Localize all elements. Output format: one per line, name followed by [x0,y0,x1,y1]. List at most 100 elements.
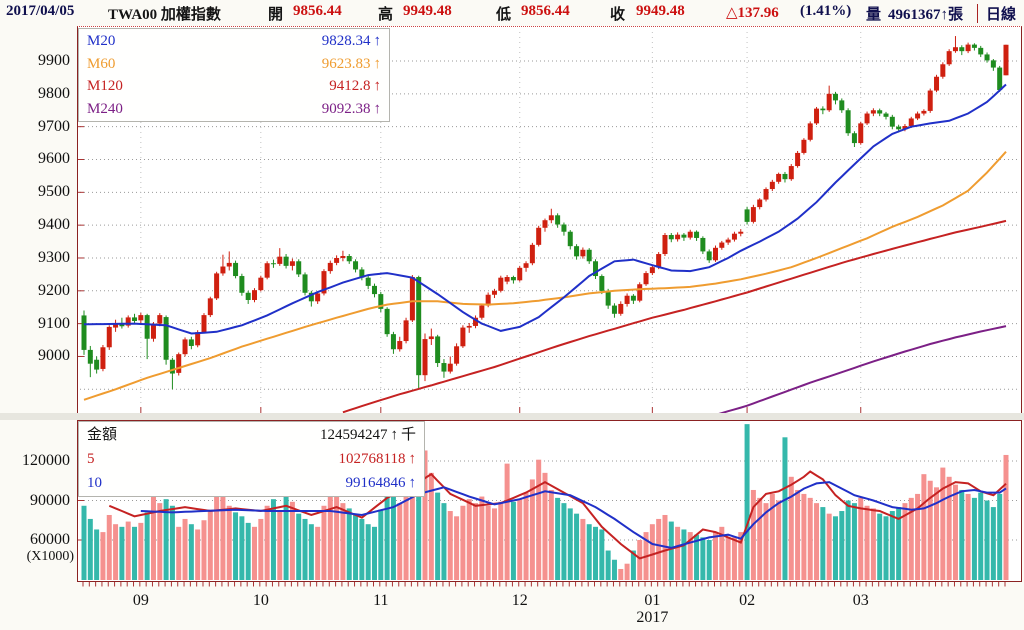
volume-bar [896,507,902,580]
candle-body [542,220,548,228]
volume-bar [498,501,504,580]
candle-body [1003,44,1009,76]
candle-body [965,44,971,52]
volume-bar [517,499,523,580]
candle-body [548,215,554,221]
volume-unit-label: (X1000) [26,549,74,564]
header-divider [977,4,978,23]
volume-label: 量 [866,7,882,23]
candle-body [832,93,838,101]
volume-bar [656,518,662,580]
volume-bar [611,559,617,580]
candle-body [694,231,700,238]
volume-bar [757,497,763,580]
volume-y-tick-label: 90000 [30,491,70,509]
ma-legend-row: M120 9412.8 ↑ [87,78,381,95]
candle-body [782,173,788,180]
candle-body [150,323,156,339]
candle-body [460,327,466,347]
volume-bar [378,509,384,580]
date-tick-row [82,582,1006,587]
volume-bar [422,450,428,580]
candle-body [504,277,510,282]
ma20-label: M20 [87,33,116,49]
pane-separator[interactable] [0,413,1024,420]
change-value: △137.96 [726,5,779,21]
volume-bar [403,496,409,580]
volume-bar [548,489,554,580]
change-percent: (1.41%) [800,3,852,19]
volume-bar [934,487,940,580]
volume-bar [618,568,624,580]
volume-bar [195,529,201,580]
volume-bar [334,496,340,580]
x-axis-month-label: 01 [644,592,661,609]
candle-body [788,166,794,180]
volume-bar [289,501,295,580]
price-y-tick-label: 9300 [38,248,70,266]
volume-bar [138,522,144,580]
volume-bar [384,492,390,580]
low-label: 低 [496,7,512,23]
candle-body [454,346,460,364]
candle-body [536,227,542,245]
candle-body [605,290,611,306]
candle-body [814,108,820,124]
up-arrow-icon: ↑ [373,78,382,94]
volume-bar [226,505,232,580]
candle-body [207,298,213,316]
volume-bar [959,489,965,580]
volume-chart-svg [78,424,1019,580]
candle-body [233,262,239,277]
price-y-tick-label: 9800 [38,84,70,102]
volume-bar [826,513,832,580]
candle-body [877,110,883,114]
volume-bar [169,505,175,580]
candle-body [883,113,889,117]
volume-bar [340,503,346,580]
volume-bar [946,476,952,580]
candle-body [990,60,996,68]
volume-bar [536,459,542,580]
volume-bar [725,537,731,580]
volume-bar [788,476,794,580]
volume-bar [719,526,725,580]
candle-body [706,251,712,261]
candle-body [87,349,93,364]
candle-body [365,277,371,286]
candle-body [321,271,327,294]
candle-body [144,315,150,339]
volume-bar [157,503,163,580]
period-selector[interactable]: 日線 [986,7,1017,23]
volume-bar [782,437,788,580]
volume-bar [529,479,535,580]
candle-body [858,123,864,144]
candle-body [586,249,592,262]
volume-bar [277,511,283,580]
candle-body [713,247,718,261]
candle-body [100,347,106,369]
volume-legend-row: 10 99164846 ↑ [87,475,416,492]
candle-body [473,317,479,326]
candle-body [952,47,958,52]
x-axis-month-label: 11 [373,592,389,609]
volume-bar [630,550,636,580]
high-label: 高 [378,7,394,23]
volume-y-tick-label: 60000 [30,531,70,548]
volume-bar [466,499,472,580]
volume-bar [207,509,213,580]
volume-bar [245,522,251,580]
candle-body [113,323,119,328]
volume-bar [182,518,188,580]
candle-body [738,231,744,234]
volume-bar [952,484,958,580]
candle-body [908,118,914,127]
volume-bar [87,518,93,580]
volume-bar [832,516,838,580]
candle-body [896,126,902,130]
candle-body [529,244,535,264]
volume-legend: 金額 124594247 ↑ 千 5 102768118 ↑ 10 99164846 ↑ [78,421,425,497]
candle-body [466,325,472,328]
volume-bar [700,537,706,580]
volume-bar [441,503,447,580]
